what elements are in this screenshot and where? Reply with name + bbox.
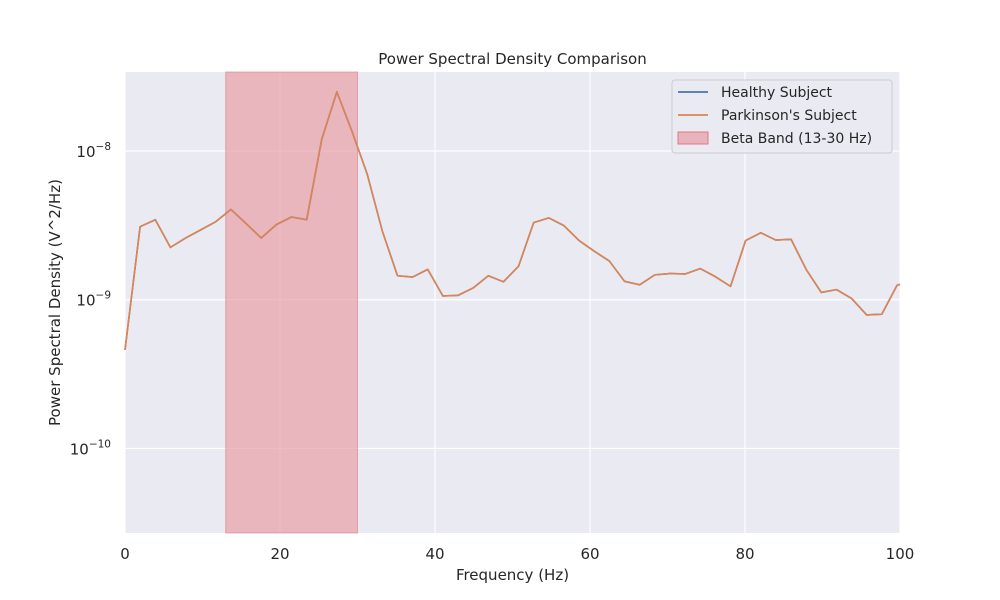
beta-band-region [225,71,358,534]
x-tick-label: 40 [425,545,444,563]
legend-label: Beta Band (13-30 Hz) [721,131,872,147]
legend-box [671,79,893,154]
x-tick-label: 100 [886,545,915,563]
x-tick-label: 80 [735,545,754,563]
beta-band-layer [225,71,358,534]
x-tick-label: 60 [580,545,599,563]
legend-patch-swatch [677,131,709,145]
x-tick-label: 20 [270,545,289,563]
y-tick-label: 10−8 [76,141,111,161]
y-tick-label: 10−9 [76,290,111,310]
x-axis-label: Frequency (Hz) [456,566,569,584]
legend-label: Parkinson's Subject [721,108,857,124]
legend: Healthy Subject Parkinson's Subject Beta B… [671,79,893,154]
x-axis-ticks: 0 20 40 60 80 100 [120,545,914,563]
series-line-parkinsons [124,91,901,350]
y-tick-label: 10−10 [70,438,111,458]
series-lines [124,91,901,350]
legend-label: Healthy Subject [721,85,833,101]
y-axis-label: Power Spectral Density (V^2/Hz) [46,179,64,426]
chart-title: Power Spectral Density Comparison [378,50,646,68]
y-axis-ticks: 10−10 10−9 10−8 [70,141,111,458]
x-tick-label: 0 [120,545,130,563]
